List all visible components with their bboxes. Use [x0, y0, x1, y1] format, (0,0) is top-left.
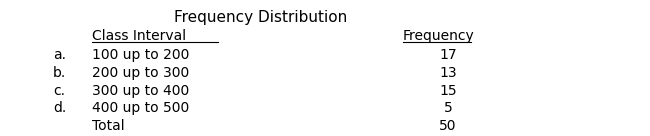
- Text: Frequency Distribution: Frequency Distribution: [174, 10, 347, 25]
- Text: 50: 50: [439, 119, 457, 133]
- Text: c.: c.: [53, 84, 65, 98]
- Text: Total: Total: [92, 119, 125, 133]
- Text: 100 up to 200: 100 up to 200: [92, 48, 189, 62]
- Text: 5: 5: [443, 101, 452, 115]
- Text: 300 up to 400: 300 up to 400: [92, 84, 189, 98]
- Text: Class Interval: Class Interval: [92, 29, 186, 43]
- Text: 13: 13: [439, 66, 457, 80]
- Text: d.: d.: [53, 101, 66, 115]
- Text: Frequency: Frequency: [402, 29, 474, 43]
- Text: 400 up to 500: 400 up to 500: [92, 101, 189, 115]
- Text: 17: 17: [439, 48, 457, 62]
- Text: 200 up to 300: 200 up to 300: [92, 66, 189, 80]
- Text: 15: 15: [439, 84, 457, 98]
- Text: b.: b.: [53, 66, 66, 80]
- Text: a.: a.: [53, 48, 66, 62]
